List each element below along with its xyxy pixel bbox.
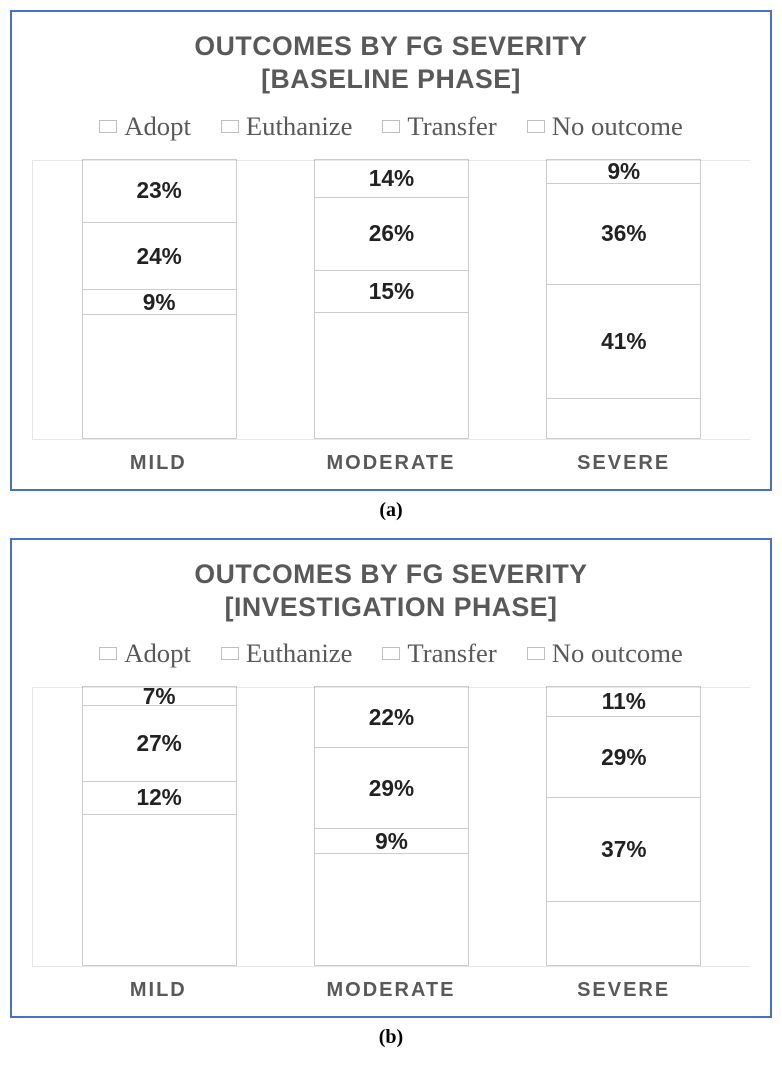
category-label: MODERATE <box>313 452 468 475</box>
segment-euthanize: 41% <box>546 285 701 400</box>
segment-nooutcome: 14% <box>314 159 469 198</box>
chart-title-line1: OUTCOMES BY FG SEVERITY <box>32 30 750 63</box>
chart-title: OUTCOMES BY FG SEVERITY[BASELINE PHASE] <box>32 30 750 97</box>
legend-label: Euthanize <box>246 638 353 669</box>
segment-euthanize: 37% <box>546 798 701 902</box>
legend-label: Transfer <box>407 111 496 142</box>
legend-swatch-euthanize <box>221 120 239 133</box>
legend: Adopt Euthanize Transfer No outcome <box>32 638 750 669</box>
category-label: SEVERE <box>546 979 701 1002</box>
legend: Adopt Euthanize Transfer No outcome <box>32 111 750 142</box>
chart-title-line2: [INVESTIGATION PHASE] <box>32 591 750 624</box>
bar-mild: 54%12%27%7% <box>82 686 237 966</box>
plot-area: 54%12%27%7%40%9%29%22%23%37%29%11% <box>32 687 750 967</box>
legend-label: Adopt <box>124 638 191 669</box>
segment-euthanize: 15% <box>314 271 469 313</box>
legend-swatch-transfer <box>382 120 400 133</box>
legend-label: No outcome <box>552 111 683 142</box>
segment-transfer: 29% <box>546 717 701 798</box>
category-label: MILD <box>81 979 236 1002</box>
category-label: SEVERE <box>546 452 701 475</box>
segment-adopt: 14% <box>546 399 701 438</box>
segment-transfer: 24% <box>82 223 237 290</box>
category-label: MODERATE <box>313 979 468 1002</box>
chart-title-line1: OUTCOMES BY FG SEVERITY <box>32 558 750 591</box>
segment-euthanize: 12% <box>82 782 237 816</box>
panel-caption: (b) <box>10 1026 772 1049</box>
segment-adopt: 45% <box>314 313 469 439</box>
legend-label: Adopt <box>124 111 191 142</box>
chart-panel-a: OUTCOMES BY FG SEVERITY[BASELINE PHASE] A… <box>10 10 772 491</box>
segment-nooutcome: 22% <box>314 686 469 748</box>
chart-panel-b: OUTCOMES BY FG SEVERITY[INVESTIGATION PH… <box>10 538 772 1019</box>
segment-nooutcome: 11% <box>546 686 701 717</box>
segment-transfer: 26% <box>314 198 469 271</box>
segment-adopt: 23% <box>546 902 701 966</box>
legend-swatch-adopt <box>99 647 117 660</box>
chart-title-line2: [BASELINE PHASE] <box>32 63 750 96</box>
legend-item-transfer: Transfer <box>382 638 496 669</box>
segment-transfer: 27% <box>82 706 237 782</box>
legend-swatch-adopt <box>99 120 117 133</box>
segment-nooutcome: 9% <box>546 159 701 184</box>
segment-nooutcome: 7% <box>82 686 237 706</box>
x-axis: MILD MODERATE SEVERE <box>32 440 750 475</box>
category-label: MILD <box>81 452 236 475</box>
bar-moderate: 40%9%29%22% <box>314 686 469 966</box>
legend-item-euthanize: Euthanize <box>221 111 353 142</box>
segment-adopt: 40% <box>314 854 469 966</box>
legend-swatch-nooutcome <box>527 120 545 133</box>
bar-moderate: 45%15%26%14% <box>314 159 469 439</box>
legend-swatch-transfer <box>382 647 400 660</box>
segment-transfer: 29% <box>314 748 469 829</box>
bar-mild: 44%9%24%23% <box>82 159 237 439</box>
legend-item-adopt: Adopt <box>99 638 191 669</box>
legend-swatch-euthanize <box>221 647 239 660</box>
chart-title: OUTCOMES BY FG SEVERITY[INVESTIGATION PH… <box>32 558 750 625</box>
legend-item-nooutcome: No outcome <box>527 638 683 669</box>
segment-nooutcome: 23% <box>82 159 237 223</box>
bar-severe: 14%41%36%9% <box>546 159 701 439</box>
segment-euthanize: 9% <box>314 829 469 854</box>
legend-label: Transfer <box>407 638 496 669</box>
panel-caption: (a) <box>10 499 772 522</box>
x-axis: MILD MODERATE SEVERE <box>32 967 750 1002</box>
legend-item-adopt: Adopt <box>99 111 191 142</box>
legend-swatch-nooutcome <box>527 647 545 660</box>
bar-severe: 23%37%29%11% <box>546 686 701 966</box>
segment-adopt: 44% <box>82 315 237 438</box>
segment-euthanize: 9% <box>82 290 237 315</box>
legend-label: No outcome <box>552 638 683 669</box>
legend-label: Euthanize <box>246 111 353 142</box>
segment-transfer: 36% <box>546 184 701 285</box>
legend-item-euthanize: Euthanize <box>221 638 353 669</box>
plot-area: 44%9%24%23%45%15%26%14%14%41%36%9% <box>32 160 750 440</box>
legend-item-nooutcome: No outcome <box>527 111 683 142</box>
legend-item-transfer: Transfer <box>382 111 496 142</box>
segment-adopt: 54% <box>82 815 237 966</box>
